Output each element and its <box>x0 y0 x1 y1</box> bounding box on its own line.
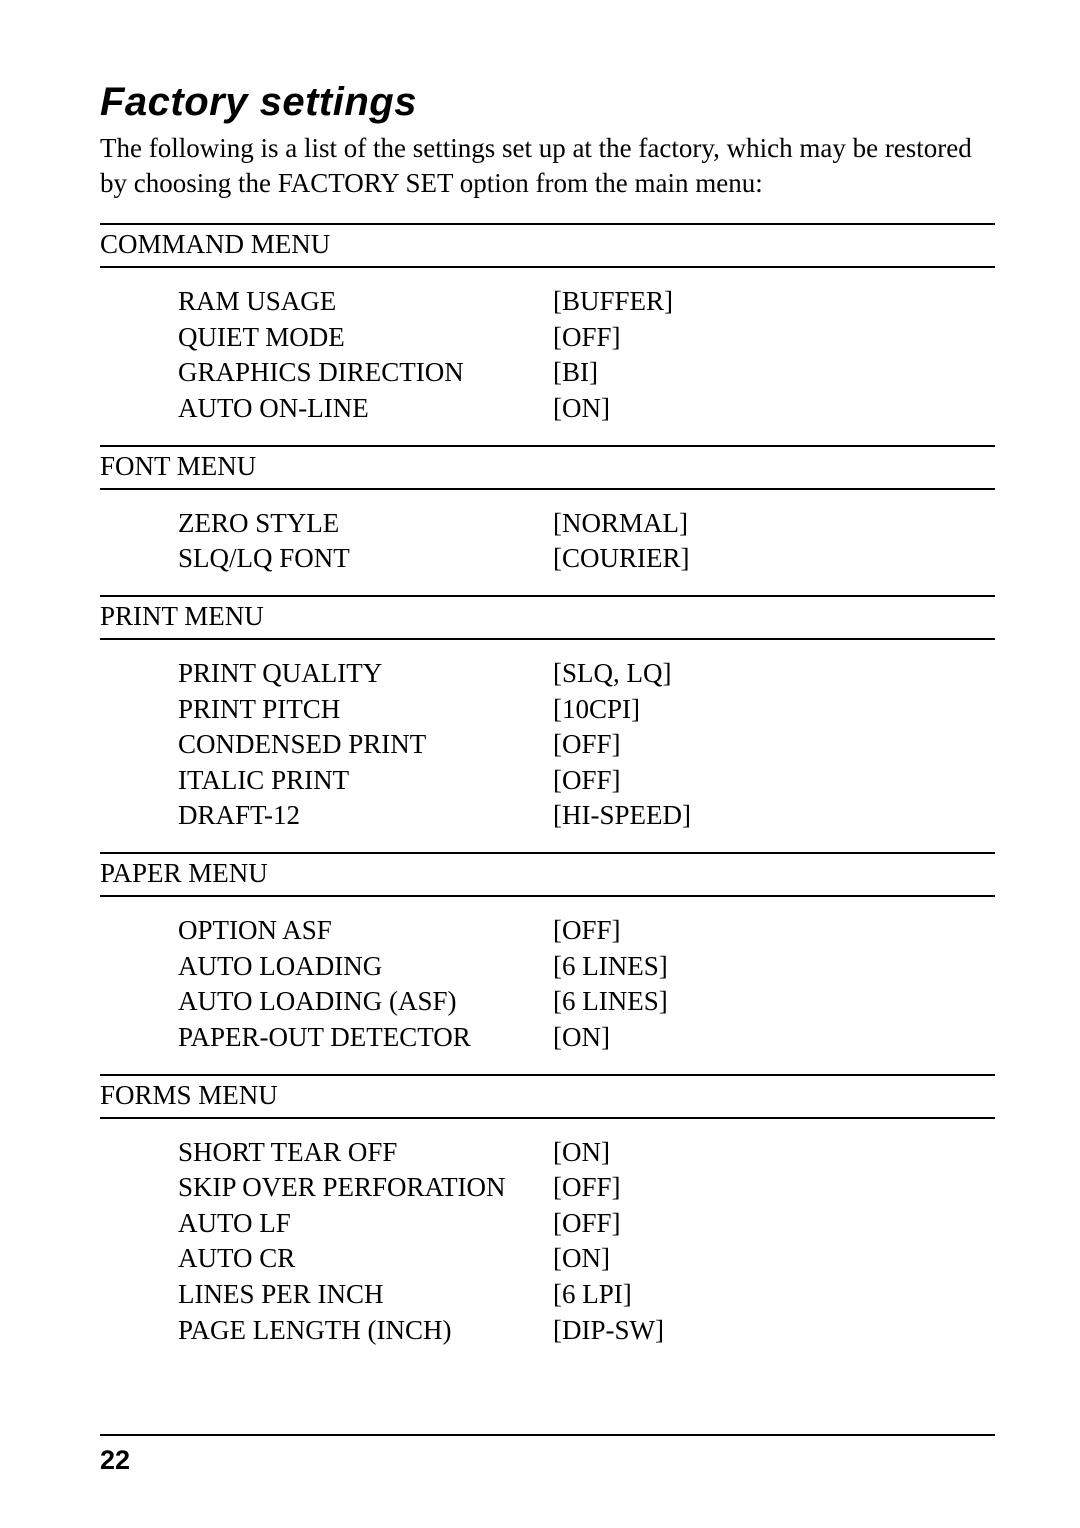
section-header: COMMAND MENU <box>100 223 995 268</box>
setting-row: DRAFT-12 [HI-SPEED] <box>178 798 995 834</box>
setting-value: [OFF] <box>553 1170 995 1206</box>
section-forms-menu: FORMS MENU SHORT TEAR OFF [ON] SKIP OVER… <box>100 1074 995 1367</box>
page-number: 22 <box>100 1445 130 1476</box>
setting-label: AUTO LOADING (ASF) <box>178 984 553 1020</box>
setting-value: [ON] <box>553 1241 995 1277</box>
setting-row: GRAPHICS DIRECTION [BI] <box>178 355 995 391</box>
setting-row: PAPER-OUT DETECTOR [ON] <box>178 1020 995 1056</box>
page-title: Factory settings <box>100 80 995 125</box>
setting-label: SHORT TEAR OFF <box>178 1135 553 1171</box>
setting-label: SLQ/LQ FONT <box>178 541 553 577</box>
setting-value: [OFF] <box>553 727 995 763</box>
section-header: PAPER MENU <box>100 852 995 897</box>
setting-label: CONDENSED PRINT <box>178 727 553 763</box>
setting-row: CONDENSED PRINT [OFF] <box>178 727 995 763</box>
section-rows: SHORT TEAR OFF [ON] SKIP OVER PERFORATIO… <box>100 1129 995 1367</box>
section-font-menu: FONT MENU ZERO STYLE [NORMAL] SLQ/LQ FON… <box>100 445 995 595</box>
setting-value: [6 LPI] <box>553 1277 995 1313</box>
setting-row: PAGE LENGTH (INCH) [DIP-SW] <box>178 1313 995 1349</box>
setting-value: [OFF] <box>553 1206 995 1242</box>
setting-value: [ON] <box>553 1020 995 1056</box>
setting-label: PAGE LENGTH (INCH) <box>178 1313 553 1349</box>
setting-label: PRINT PITCH <box>178 692 553 728</box>
setting-label: AUTO LOADING <box>178 949 553 985</box>
setting-label: DRAFT-12 <box>178 798 553 834</box>
setting-row: AUTO CR [ON] <box>178 1241 995 1277</box>
section-header: PRINT MENU <box>100 595 995 640</box>
setting-row: AUTO LF [OFF] <box>178 1206 995 1242</box>
setting-value: [6 LINES] <box>553 984 995 1020</box>
setting-value: [OFF] <box>553 320 995 356</box>
section-print-menu: PRINT MENU PRINT QUALITY [SLQ, LQ] PRINT… <box>100 595 995 852</box>
section-header: FORMS MENU <box>100 1074 995 1119</box>
setting-value: [6 LINES] <box>553 949 995 985</box>
setting-value: [OFF] <box>553 763 995 799</box>
setting-label: PAPER-OUT DETECTOR <box>178 1020 553 1056</box>
section-paper-menu: PAPER MENU OPTION ASF [OFF] AUTO LOADING… <box>100 852 995 1074</box>
setting-label: LINES PER INCH <box>178 1277 553 1313</box>
setting-label: AUTO ON-LINE <box>178 391 553 427</box>
setting-value: [10CPI] <box>553 692 995 728</box>
setting-value: [NORMAL] <box>553 506 995 542</box>
setting-label: OPTION ASF <box>178 913 553 949</box>
setting-value: [HI-SPEED] <box>553 798 995 834</box>
setting-row: SKIP OVER PERFORATION [OFF] <box>178 1170 995 1206</box>
setting-row: PRINT QUALITY [SLQ, LQ] <box>178 656 995 692</box>
setting-label: SKIP OVER PERFORATION <box>178 1170 553 1206</box>
setting-value: [ON] <box>553 1135 995 1171</box>
setting-label: GRAPHICS DIRECTION <box>178 355 553 391</box>
setting-value: [BI] <box>553 355 995 391</box>
section-rows: OPTION ASF [OFF] AUTO LOADING [6 LINES] … <box>100 907 995 1074</box>
section-rows: PRINT QUALITY [SLQ, LQ] PRINT PITCH [10C… <box>100 650 995 852</box>
setting-label: QUIET MODE <box>178 320 553 356</box>
setting-row: SLQ/LQ FONT [COURIER] <box>178 541 995 577</box>
section-header: FONT MENU <box>100 445 995 490</box>
footer-rule <box>100 1434 995 1436</box>
page: Factory settings The following is a list… <box>0 0 1080 1528</box>
setting-label: ZERO STYLE <box>178 506 553 542</box>
section-rows: ZERO STYLE [NORMAL] SLQ/LQ FONT [COURIER… <box>100 500 995 595</box>
setting-row: LINES PER INCH [6 LPI] <box>178 1277 995 1313</box>
setting-row: PRINT PITCH [10CPI] <box>178 692 995 728</box>
setting-value: [SLQ, LQ] <box>553 656 995 692</box>
setting-row: QUIET MODE [OFF] <box>178 320 995 356</box>
setting-row: RAM USAGE [BUFFER] <box>178 284 995 320</box>
section-rows: RAM USAGE [BUFFER] QUIET MODE [OFF] GRAP… <box>100 278 995 445</box>
setting-row: AUTO ON-LINE [ON] <box>178 391 995 427</box>
setting-row: AUTO LOADING (ASF) [6 LINES] <box>178 984 995 1020</box>
setting-row: ITALIC PRINT [OFF] <box>178 763 995 799</box>
intro-paragraph: The following is a list of the settings … <box>100 131 995 201</box>
section-command-menu: COMMAND MENU RAM USAGE [BUFFER] QUIET MO… <box>100 223 995 445</box>
setting-value: [BUFFER] <box>553 284 995 320</box>
setting-value: [OFF] <box>553 913 995 949</box>
setting-value: [COURIER] <box>553 541 995 577</box>
setting-value: [DIP-SW] <box>553 1313 995 1349</box>
setting-label: PRINT QUALITY <box>178 656 553 692</box>
setting-label: AUTO LF <box>178 1206 553 1242</box>
setting-value: [ON] <box>553 391 995 427</box>
setting-row: AUTO LOADING [6 LINES] <box>178 949 995 985</box>
setting-row: OPTION ASF [OFF] <box>178 913 995 949</box>
setting-label: RAM USAGE <box>178 284 553 320</box>
setting-label: AUTO CR <box>178 1241 553 1277</box>
setting-row: SHORT TEAR OFF [ON] <box>178 1135 995 1171</box>
setting-row: ZERO STYLE [NORMAL] <box>178 506 995 542</box>
setting-label: ITALIC PRINT <box>178 763 553 799</box>
